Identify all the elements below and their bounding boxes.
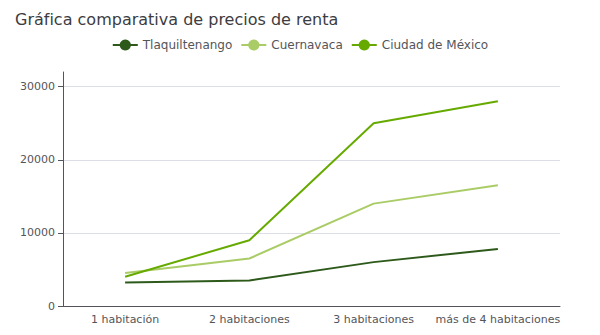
svg-text:1 habitación: 1 habitación <box>91 313 159 326</box>
svg-text:Ciudad de México: Ciudad de México <box>382 38 488 52</box>
svg-text:3 habitaciones: 3 habitaciones <box>333 313 414 326</box>
svg-text:20000: 20000 <box>20 153 55 166</box>
svg-text:0: 0 <box>48 300 55 313</box>
svg-text:Cuernavaca: Cuernavaca <box>271 38 342 52</box>
svg-text:10000: 10000 <box>20 226 55 239</box>
svg-text:Tlaquiltenango: Tlaquiltenango <box>142 38 233 52</box>
svg-text:30000: 30000 <box>20 80 55 93</box>
svg-text:más de 4 habitaciones: más de 4 habitaciones <box>436 313 561 326</box>
svg-text:2 habitaciones: 2 habitaciones <box>209 313 290 326</box>
svg-text:Gráfica comparativa de precios: Gráfica comparativa de precios de renta <box>15 10 338 29</box>
